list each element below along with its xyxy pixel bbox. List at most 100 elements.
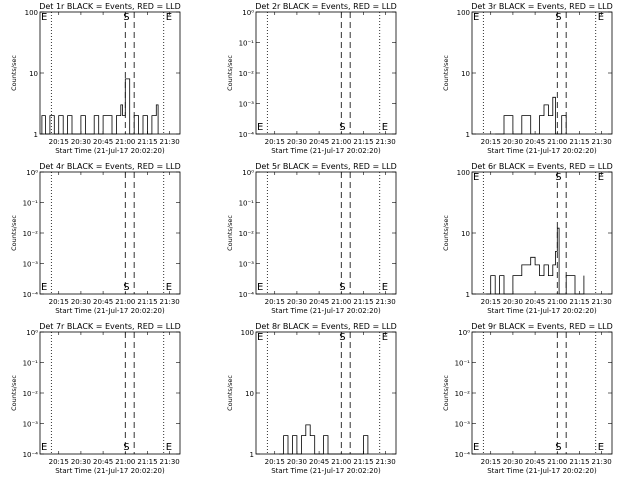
marker-start: E xyxy=(257,122,263,133)
x-tick-label: 20:30 xyxy=(287,138,307,146)
x-tick-label: 21:30 xyxy=(592,298,612,306)
y-tick-label: 10⁻¹ xyxy=(455,360,471,368)
marker-end: E xyxy=(598,12,604,23)
marker-start: E xyxy=(257,282,263,293)
y-tick-label: 10⁻⁴ xyxy=(239,131,255,139)
event-rate-series xyxy=(495,96,567,135)
y-tick-label: 10⁻² xyxy=(455,390,471,398)
x-tick-label: 20:15 xyxy=(265,458,285,466)
x-axis-label: Start Time (21-Jul-17 20:02:20) xyxy=(55,307,165,315)
event-rate-series xyxy=(279,424,369,455)
marker-end: E xyxy=(166,442,172,453)
marker-flare: S xyxy=(339,282,345,293)
y-tick-label: 10⁻³ xyxy=(239,101,255,109)
marker-start: E xyxy=(473,12,479,23)
x-tick-label: 20:30 xyxy=(503,298,523,306)
panel-title: Det 4r BLACK = Events, RED = LLD xyxy=(39,162,181,171)
x-tick-label: 21:15 xyxy=(569,138,589,146)
plot-frame xyxy=(39,171,181,295)
x-axis-label: Start Time (21-Jul-17 20:02:20) xyxy=(487,467,597,475)
y-tick-label: 10⁻⁴ xyxy=(23,291,39,299)
marker-start: E xyxy=(41,442,47,453)
y-tick-label: 10 xyxy=(245,390,254,398)
x-tick-label: 20:15 xyxy=(481,138,501,146)
x-tick-label: 20:45 xyxy=(525,138,545,146)
x-tick-label: 21:15 xyxy=(137,138,157,146)
x-tick-label: 20:45 xyxy=(309,458,329,466)
x-axis-label: Start Time (21-Jul-17 20:02:20) xyxy=(271,467,381,475)
panel-title: Det 6r BLACK = Events, RED = LLD xyxy=(471,162,613,171)
y-tick-label: 1 xyxy=(250,451,254,459)
x-tick-label: 20:15 xyxy=(49,298,69,306)
panel-title: Det 9r BLACK = Events, RED = LLD xyxy=(471,322,613,331)
x-tick-label: 21:30 xyxy=(160,298,180,306)
x-tick-label: 21:15 xyxy=(569,458,589,466)
y-tick-label: 10⁻³ xyxy=(239,261,255,269)
y-tick-label: 10⁻³ xyxy=(23,421,39,429)
plot-frame xyxy=(39,331,181,455)
x-tick-label: 21:00 xyxy=(331,298,351,306)
marker-flare: S xyxy=(555,12,561,23)
marker-flare: S xyxy=(339,332,345,343)
x-tick-label: 20:30 xyxy=(71,458,91,466)
y-tick-label: 100 xyxy=(457,9,470,17)
event-rate-series xyxy=(41,78,159,135)
marker-end: E xyxy=(382,122,388,133)
y-tick-label: 10⁻² xyxy=(239,70,255,78)
y-axis-label: Counts/sec xyxy=(226,55,234,91)
x-tick-label: 21:15 xyxy=(353,458,373,466)
x-tick-label: 20:45 xyxy=(525,298,545,306)
marker-end: E xyxy=(166,282,172,293)
marker-start: E xyxy=(473,442,479,453)
x-axis-label: Start Time (21-Jul-17 20:02:20) xyxy=(271,147,381,155)
x-tick-label: 20:30 xyxy=(503,458,523,466)
y-axis-label: Counts/sec xyxy=(10,375,18,411)
y-tick-label: 1 xyxy=(466,131,470,139)
y-tick-label: 10⁰ xyxy=(242,9,254,17)
y-tick-label: 1 xyxy=(466,291,470,299)
x-tick-label: 21:00 xyxy=(115,298,135,306)
x-tick-label: 21:15 xyxy=(353,138,373,146)
x-tick-label: 20:45 xyxy=(525,458,545,466)
x-tick-label: 20:30 xyxy=(287,298,307,306)
panel-title: Det 2r BLACK = Events, RED = LLD xyxy=(255,2,397,11)
plot-frame xyxy=(471,331,613,455)
x-tick-label: 20:30 xyxy=(71,138,91,146)
y-tick-label: 1 xyxy=(34,131,38,139)
x-tick-label: 21:00 xyxy=(547,138,567,146)
x-tick-label: 21:00 xyxy=(115,138,135,146)
x-tick-label: 20:15 xyxy=(49,458,69,466)
x-tick-label: 20:15 xyxy=(265,138,285,146)
marker-flare: S xyxy=(339,122,345,133)
x-axis-label: Start Time (21-Jul-17 20:02:20) xyxy=(487,147,597,155)
plot-frame xyxy=(255,11,397,135)
y-axis-label: Counts/sec xyxy=(226,215,234,251)
x-axis-label: Start Time (21-Jul-17 20:02:20) xyxy=(487,307,597,315)
x-tick-label: 21:30 xyxy=(376,458,396,466)
x-tick-label: 21:15 xyxy=(137,458,157,466)
x-tick-label: 20:30 xyxy=(287,458,307,466)
marker-end: E xyxy=(598,172,604,183)
y-tick-label: 10⁻¹ xyxy=(23,360,39,368)
x-tick-label: 21:30 xyxy=(592,138,612,146)
y-tick-label: 10⁻⁴ xyxy=(455,451,471,459)
marker-end: E xyxy=(598,442,604,453)
panel-title: Det 7r BLACK = Events, RED = LLD xyxy=(39,322,181,331)
plot-frame xyxy=(255,171,397,295)
x-tick-label: 21:00 xyxy=(115,458,135,466)
y-axis-label: Counts/sec xyxy=(442,55,450,91)
x-tick-label: 20:45 xyxy=(309,298,329,306)
y-tick-label: 10⁻¹ xyxy=(23,200,39,208)
y-axis-label: Counts/sec xyxy=(442,375,450,411)
marker-flare: S xyxy=(123,282,129,293)
y-tick-label: 10⁰ xyxy=(458,329,470,337)
x-tick-label: 20:15 xyxy=(49,138,69,146)
